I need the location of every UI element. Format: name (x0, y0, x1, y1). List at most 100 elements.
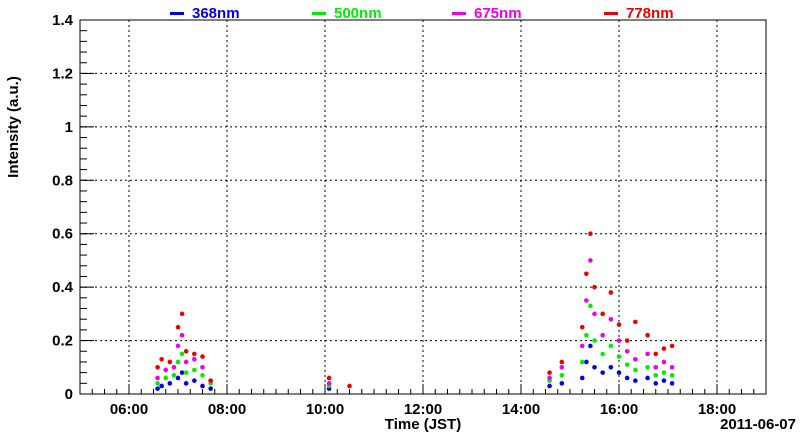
data-point (584, 298, 589, 303)
data-point (159, 356, 164, 362)
legend-label: 675nm (474, 4, 522, 22)
data-point (653, 364, 659, 370)
data-point (179, 370, 185, 375)
data-point (179, 332, 185, 338)
legend-entry: 675nm (452, 3, 522, 23)
data-point (579, 375, 585, 381)
y-axis-label: Intensity (a.u.) (5, 76, 22, 178)
data-point (559, 359, 565, 365)
legend-swatch (312, 11, 326, 15)
data-point (171, 373, 177, 378)
data-point (653, 381, 659, 386)
x-tick-label: 18:00 (698, 401, 736, 418)
data-point (579, 359, 585, 365)
x-axis-label: Time (JST) (385, 416, 461, 433)
data-point (183, 370, 189, 375)
data-point (608, 343, 614, 349)
y-tick-label: 1.4 (52, 12, 74, 29)
data-point (588, 303, 593, 309)
x-tick-label: 10:00 (306, 401, 344, 418)
legend-entry: 778nm (604, 3, 674, 23)
data-point (155, 381, 160, 386)
date-label: 2011-06-07 (720, 416, 796, 433)
data-point (592, 284, 597, 290)
legend-swatch (604, 11, 618, 15)
data-point (633, 319, 638, 325)
data-point (624, 338, 630, 343)
data-point (559, 364, 565, 370)
data-point (163, 375, 169, 381)
data-point (175, 375, 181, 381)
data-point (559, 381, 565, 386)
data-point (175, 324, 181, 330)
data-point (200, 373, 205, 378)
data-point (661, 346, 667, 351)
data-point (616, 322, 622, 327)
y-tick-label: 0 (65, 386, 73, 403)
y-tick-label: 0.6 (52, 226, 73, 243)
data-point (179, 311, 185, 317)
data-point (669, 373, 675, 378)
data-point (669, 381, 675, 386)
data-point (608, 316, 614, 322)
data-point (600, 370, 605, 375)
data-point (600, 351, 605, 357)
data-point (661, 378, 667, 383)
data-point (600, 311, 605, 317)
data-point (588, 231, 593, 237)
data-point (653, 351, 659, 357)
data-point (163, 367, 169, 373)
legend: 368nm 500nm 675nm 778nm (170, 3, 690, 23)
data-point (183, 359, 189, 365)
x-tick-label: 12:00 (404, 401, 442, 418)
data-point (645, 364, 650, 370)
data-point (155, 364, 160, 370)
data-point (624, 362, 630, 367)
legend-entry: 368nm (170, 3, 240, 23)
data-point (175, 343, 181, 349)
data-point (326, 375, 332, 381)
data-point (159, 383, 164, 389)
axis-ticks: 06:00 08:00 10:00 12:00 14:00 16:00 18:00 0 0.2 0… (52, 12, 767, 418)
data-point (608, 290, 614, 295)
data-point (584, 271, 589, 277)
data-point (183, 348, 189, 354)
data-point (616, 370, 622, 375)
y-tick-label: 1 (65, 119, 73, 136)
data-point (175, 359, 181, 365)
data-point (559, 373, 565, 378)
data-point (645, 351, 650, 357)
data-point (155, 375, 160, 381)
y-tick-label: 0.2 (52, 333, 73, 350)
data-point (326, 381, 332, 386)
grid (80, 20, 766, 394)
data-points (155, 231, 675, 391)
y-tick-label: 0.8 (52, 172, 73, 189)
data-point (592, 311, 597, 317)
legend-swatch (170, 11, 184, 15)
data-point (200, 364, 205, 370)
data-point (592, 338, 597, 343)
x-tick-label: 06:00 (110, 401, 148, 418)
data-point (179, 351, 185, 357)
data-point (208, 386, 213, 391)
data-point (183, 381, 189, 386)
data-point (633, 378, 638, 383)
data-point (624, 348, 630, 354)
data-point (653, 373, 659, 378)
data-point (669, 364, 675, 370)
data-point (588, 343, 593, 349)
data-point (633, 356, 638, 362)
data-point (645, 375, 650, 381)
data-point (192, 356, 197, 362)
data-point (547, 370, 552, 375)
data-point (600, 332, 605, 338)
data-point (624, 375, 630, 381)
x-tick-label: 08:00 (208, 401, 246, 418)
data-point (616, 354, 622, 359)
data-point (616, 338, 622, 343)
data-point (547, 375, 552, 381)
data-point (547, 383, 552, 389)
y-tick-label: 0.4 (52, 279, 74, 296)
